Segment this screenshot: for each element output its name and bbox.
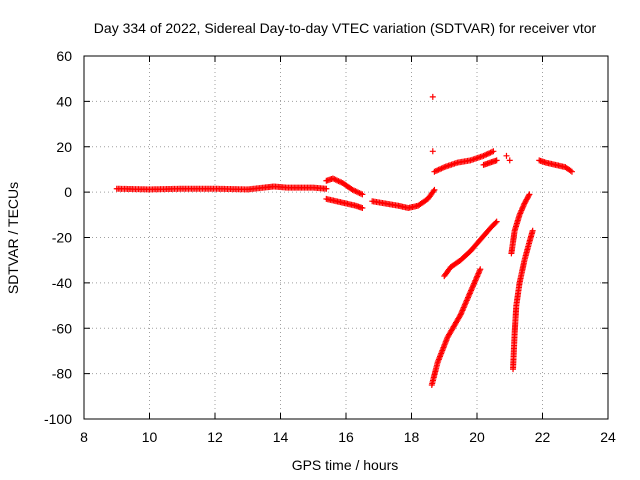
data-points: [113, 93, 575, 388]
y-tick-label: 20: [56, 139, 72, 155]
y-tick-label: -60: [52, 320, 72, 336]
plot-frame: [83, 55, 609, 420]
y-axis-label: SDTVAR / TECUs: [5, 182, 21, 294]
data-point: [493, 157, 500, 164]
grid-lines: [83, 55, 609, 420]
x-tick-label: 20: [469, 429, 485, 445]
data-point: [430, 188, 437, 195]
data-point: [493, 218, 500, 225]
x-tick-label: 22: [535, 429, 551, 445]
data-point: [456, 312, 463, 319]
data-point: [477, 266, 484, 273]
data-point: [492, 219, 499, 226]
data-point: [525, 192, 532, 199]
outlier-point: [503, 152, 510, 159]
data-point: [323, 185, 330, 192]
x-tick-label: 16: [338, 429, 354, 445]
data-point: [529, 227, 536, 234]
data-point: [431, 186, 438, 193]
data-point: [490, 148, 497, 155]
data-point: [526, 191, 533, 198]
x-tick-labels: 8 10 12 14 16 18 20 22 24: [80, 429, 616, 445]
y-tick-label: 0: [64, 184, 72, 200]
outlier-point: [429, 93, 436, 100]
y-tick-label: -80: [52, 366, 72, 382]
y-tick-label: 60: [56, 48, 72, 64]
x-tick-label: 10: [142, 429, 158, 445]
y-tick-label: -40: [52, 275, 72, 291]
x-tick-label: 8: [80, 429, 88, 445]
x-tick-label: 14: [273, 429, 289, 445]
y-tick-labels: 60 40 20 0 -20 -40 -60 -80 -100: [44, 48, 72, 427]
data-point: [567, 167, 574, 174]
x-tick-label: 12: [207, 429, 223, 445]
y-tick-label: -20: [52, 230, 72, 246]
outlier-point: [429, 148, 436, 155]
chart-title: Day 334 of 2022, Sidereal Day-to-day VTE…: [94, 20, 597, 36]
x-tick-label: 24: [600, 429, 616, 445]
y-tick-label: 40: [56, 93, 72, 109]
x-tick-label: 18: [404, 429, 420, 445]
data-point: [359, 191, 366, 198]
outlier-point: [506, 157, 513, 164]
data-point: [568, 168, 575, 175]
x-axis-label: GPS time / hours: [292, 457, 399, 473]
data-point: [359, 205, 366, 212]
y-tick-label: -100: [44, 411, 72, 427]
